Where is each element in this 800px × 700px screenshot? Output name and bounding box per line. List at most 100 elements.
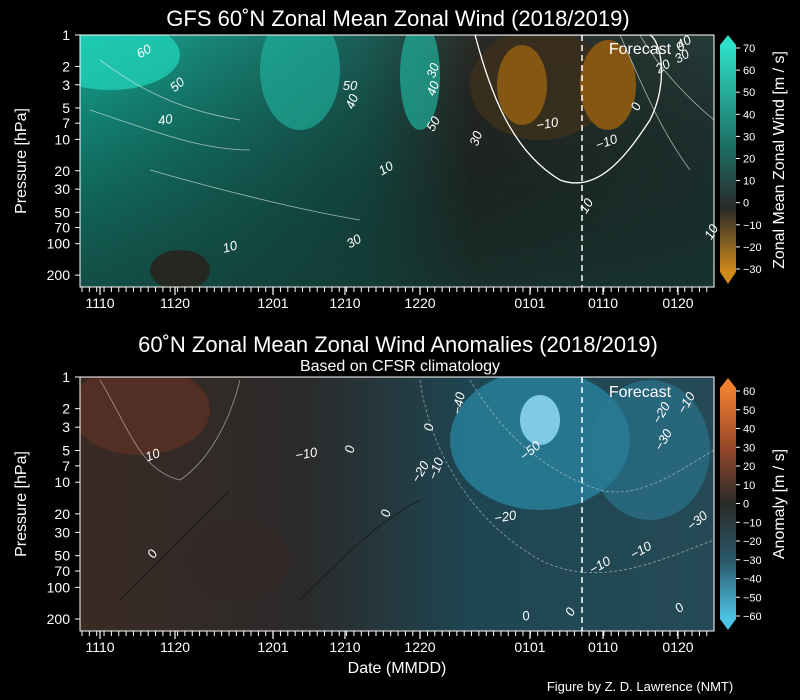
colorbar-tick-label: 30 <box>743 131 755 143</box>
panel2-contour-field <box>80 377 714 631</box>
contour-label: 40 <box>342 91 361 110</box>
contour-label: −40 <box>449 390 468 415</box>
colorbar-tick-label: 40 <box>743 109 755 121</box>
x-tick-label: 0101 <box>514 295 545 311</box>
y-tick-label: 3 <box>62 419 70 435</box>
colorbar-tick-label: 70 <box>743 43 755 55</box>
colorbar-tick-label: 20 <box>743 461 755 473</box>
x-tick-label: 1120 <box>160 639 190 655</box>
y-tick-label: 200 <box>47 267 71 283</box>
panel2-x-ticks: 1110 1120 1201 1210 1220 0101 0110 0120 <box>81 631 708 655</box>
panel2-subtitle: Based on CFSR climatology <box>300 358 500 375</box>
colorbar2-label: Anomaly [m / s] <box>771 449 788 559</box>
y-tick-label: 1 <box>62 369 70 385</box>
x-tick-label: 0110 <box>588 295 618 311</box>
y-tick-label: 50 <box>54 204 70 220</box>
x-tick-label: 1201 <box>257 639 288 655</box>
panel1-forecast-label: Forecast <box>609 41 672 58</box>
y-tick-label: 5 <box>62 443 70 459</box>
y-tick-label: 5 <box>62 100 70 116</box>
colorbar-tick-label: 40 <box>743 424 755 436</box>
contour-label: 30 <box>423 60 442 79</box>
y-tick-label: 3 <box>62 77 70 93</box>
x-tick-label: 0101 <box>514 639 545 655</box>
contour-label: 40 <box>423 78 442 97</box>
contour-label: −10 <box>425 455 447 482</box>
x-tick-label: 0120 <box>662 295 693 311</box>
colorbar1-top-arrow <box>720 35 736 45</box>
colorbar2-top-arrow <box>720 378 736 388</box>
contour-label: 0 <box>342 444 358 454</box>
colorbar-tick-label: 0 <box>743 499 749 511</box>
y-tick-label: 200 <box>47 611 71 627</box>
colorbar2-ticks: 60 50 40 30 20 10 0 −10 −20 −30 −40 −50 −60 <box>736 386 762 623</box>
x-tick-label: 1110 <box>85 295 114 311</box>
x-tick-label: 1210 <box>329 639 360 655</box>
contour-label: 40 <box>157 111 175 128</box>
contour-label: 20 <box>652 56 674 77</box>
colorbar-tick-label: −40 <box>743 574 762 586</box>
contour-label: −10 <box>535 114 560 133</box>
colorbar-tick-label: 50 <box>743 87 755 99</box>
contour-label: 10 <box>221 237 240 255</box>
colorbar-tick-label: 50 <box>743 405 755 417</box>
y-tick-label: 30 <box>54 524 70 540</box>
y-tick-label: 70 <box>54 563 70 579</box>
x-tick-label: 1201 <box>257 295 288 311</box>
y-tick-label: 20 <box>54 506 70 522</box>
contour-label: 10 <box>143 445 162 464</box>
panel1-title: GFS 60˚N Zonal Mean Zonal Wind (2018/201… <box>166 6 629 31</box>
colorbar1-bottom-arrow <box>720 272 736 284</box>
panel1-frame <box>79 34 715 288</box>
colorbar-tick-label: 20 <box>743 154 755 166</box>
x-tick-label: 1220 <box>404 295 435 311</box>
contour-label: 0 <box>378 508 394 518</box>
contour-label: 0 <box>520 607 532 624</box>
x-tick-label: 0110 <box>588 639 618 655</box>
colorbar1-ticks: 70 60 50 40 30 20 10 0 −10 −20 −30 <box>736 43 762 276</box>
x-tick-label: 0120 <box>662 639 693 655</box>
panel1-x-ticks: 1110 1120 1201 1210 1220 0101 0110 0120 <box>81 287 708 311</box>
y-tick-label: 10 <box>54 131 70 147</box>
y-tick-label: 2 <box>62 58 70 74</box>
colorbar-tick-label: −30 <box>743 264 762 276</box>
colorbar-tick-label: 0 <box>743 198 749 210</box>
contour-label: −10 <box>294 444 319 463</box>
colorbar-tick-label: 60 <box>743 386 755 398</box>
y-tick-label: 100 <box>47 236 71 252</box>
x-tick-label: 1210 <box>329 295 360 311</box>
panel1-contour-field <box>80 35 714 287</box>
contour-label: 50 <box>343 78 358 93</box>
colorbar-tick-label: 10 <box>743 176 755 188</box>
y-tick-label: 10 <box>54 474 70 490</box>
contour-label: −10 <box>594 131 621 153</box>
panel2-frame <box>79 376 715 632</box>
colorbar-tick-label: −20 <box>743 242 762 254</box>
y-tick-label: 20 <box>54 163 70 179</box>
panel2-title: 60˚N Zonal Mean Zonal Wind Anomalies (20… <box>138 332 658 357</box>
panel2-xlabel: Date (MMDD) <box>348 660 447 677</box>
y-tick-label: 7 <box>62 115 70 131</box>
panel2-forecast-label: Forecast <box>609 384 672 401</box>
y-tick-label: 7 <box>62 458 70 474</box>
y-tick-label: 2 <box>62 401 70 417</box>
panel1-ylabel: Pressure [hPa] <box>13 108 30 214</box>
colorbar-tick-label: −10 <box>743 220 762 232</box>
colorbar-tick-label: 10 <box>743 480 755 492</box>
contour-label: 30 <box>466 128 485 147</box>
contour-label: 0 <box>421 422 437 432</box>
colorbar-tick-label: −30 <box>743 555 762 567</box>
y-tick-label: 100 <box>47 579 71 595</box>
y-tick-label: 1 <box>62 27 70 43</box>
y-tick-label: 50 <box>54 548 70 564</box>
colorbar1-label: Zonal Mean Zonal Wind [m / s] <box>771 51 788 269</box>
y-tick-label: 70 <box>54 220 70 236</box>
footer-credit: Figure by Z. D. Lawrence (NMT) <box>547 679 733 694</box>
y-tick-label: 30 <box>54 181 70 197</box>
x-tick-label: 1110 <box>85 639 114 655</box>
colorbar2 <box>720 388 736 619</box>
colorbar-tick-label: −10 <box>743 517 762 529</box>
colorbar-tick-label: 60 <box>743 65 755 77</box>
